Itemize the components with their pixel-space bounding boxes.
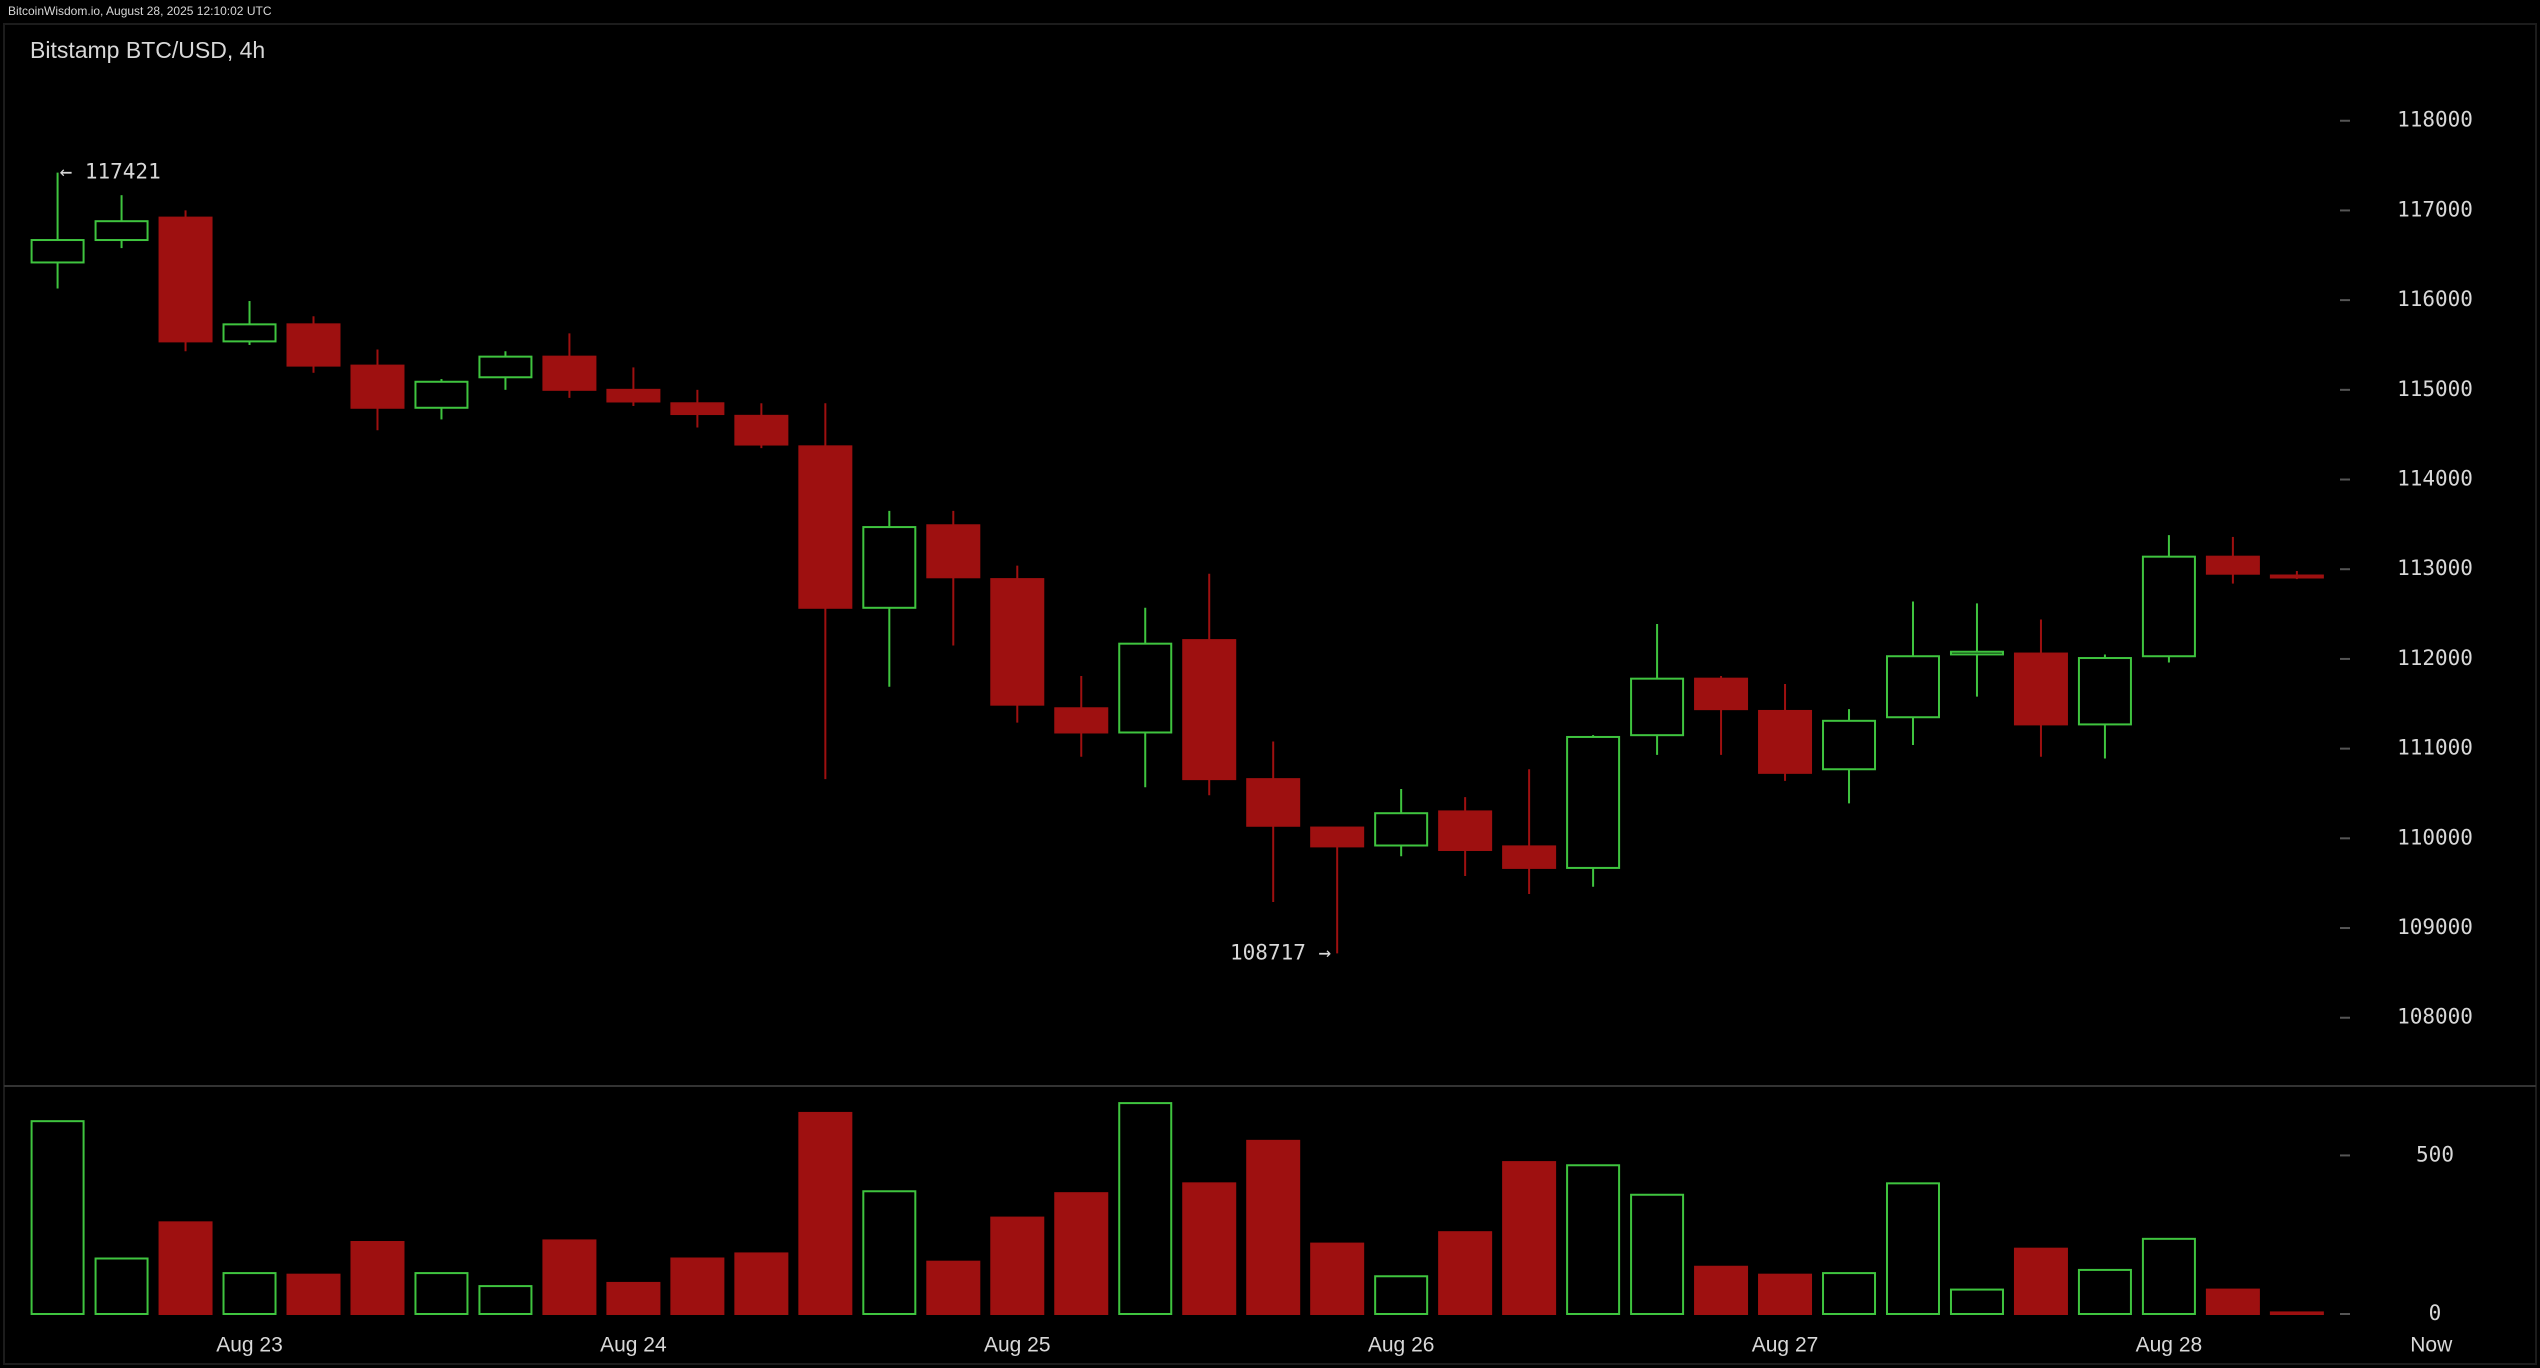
candle-body [1694, 677, 1749, 711]
volume-bar [1566, 1164, 1621, 1316]
candle-body [734, 414, 789, 446]
volume-bar [2077, 1268, 2132, 1315]
candle-body [798, 445, 853, 609]
candle-body [1630, 677, 1685, 737]
candle-body [2205, 555, 2260, 575]
volume-bar [926, 1260, 981, 1315]
volume-bar [1118, 1102, 1173, 1315]
volume-bar [1822, 1272, 1877, 1316]
volume-bar [286, 1273, 341, 1316]
volume-bar [990, 1216, 1045, 1316]
low-annotation: 108717 → [1230, 940, 1331, 964]
x-tick-label: Aug 26 [1368, 1334, 1435, 1357]
volume-bar [2269, 1311, 2324, 1316]
y-tick-label: 111000 [2397, 736, 2473, 760]
volume-bar [2141, 1237, 2196, 1316]
y-tick-label: 112000 [2397, 646, 2473, 670]
candle-body [990, 578, 1045, 706]
volume-bar [1758, 1273, 1813, 1316]
y-tick-label: 118000 [2397, 108, 2473, 132]
volume-bar [1502, 1161, 1557, 1316]
volume-bar [1054, 1192, 1109, 1316]
candle-body [94, 220, 149, 242]
volume-bar [158, 1221, 213, 1315]
x-tick-label: Aug 23 [216, 1334, 283, 1357]
high-annotation: ← 117421 [60, 160, 161, 184]
volume-bar [94, 1257, 149, 1315]
y-tick-label: 114000 [2397, 467, 2473, 491]
x-tick-label: Aug 27 [1752, 1334, 1819, 1357]
volume-bar [670, 1257, 725, 1315]
y-tick-label: 0 [2429, 1301, 2442, 1325]
y-tick-label: 500 [2416, 1142, 2454, 1166]
volume-bar [1310, 1242, 1365, 1315]
volume-bar [1374, 1275, 1429, 1316]
candle-body [606, 388, 661, 403]
y-tick-label: 109000 [2397, 915, 2473, 939]
candle-body [2013, 652, 2068, 726]
candle-body [286, 323, 341, 367]
volume-bar [1694, 1265, 1749, 1316]
x-tick-label: Aug 28 [2136, 1334, 2203, 1357]
volume-bar [734, 1252, 789, 1315]
candle-body [1502, 845, 1557, 869]
chart-title: Bitstamp BTC/USD, 4h [30, 37, 265, 63]
volume-bar [542, 1239, 597, 1315]
y-tick-label: 108000 [2397, 1005, 2473, 1029]
candle-body [414, 380, 469, 409]
candle-body [2077, 657, 2132, 726]
candle-body [1310, 826, 1365, 848]
candle-body [1566, 735, 1621, 869]
candle-body [158, 216, 213, 343]
candle-body [1054, 707, 1109, 734]
candle-body [350, 364, 405, 409]
candle-body [1246, 778, 1301, 827]
candle-body [670, 402, 725, 416]
volume-bar [2013, 1247, 2068, 1316]
volume-bar [1438, 1231, 1493, 1315]
candle-body [1438, 810, 1493, 851]
candle-body [1949, 650, 2004, 656]
y-tick-label: 110000 [2397, 825, 2473, 849]
x-tick-label: Aug 24 [600, 1334, 667, 1357]
source-label: BitcoinWisdom.io, August 28, 2025 12:10:… [8, 4, 272, 18]
y-tick-label: 117000 [2397, 197, 2473, 221]
volume-bar [798, 1111, 853, 1315]
y-tick-label: 116000 [2397, 287, 2473, 311]
candle-body [2269, 574, 2324, 579]
candle-body [862, 526, 917, 609]
volume-bar [1630, 1193, 1685, 1315]
volume-bar [478, 1285, 533, 1316]
candle-body [926, 524, 981, 579]
volume-bar [30, 1120, 85, 1315]
volume-bar [1246, 1139, 1301, 1315]
candle-body [542, 355, 597, 391]
candle-body [478, 355, 533, 379]
candle-body [1118, 642, 1173, 734]
volume-bar [2205, 1288, 2260, 1315]
volume-bar [414, 1272, 469, 1316]
candle-body [30, 239, 85, 264]
y-tick-label: 113000 [2397, 556, 2473, 580]
volume-bar [1182, 1182, 1237, 1316]
candle-body [222, 323, 277, 343]
candle-body [1758, 709, 1813, 774]
candle-body [1822, 719, 1877, 771]
x-tick-label: Now [2410, 1334, 2453, 1357]
x-tick-label: Aug 25 [984, 1334, 1051, 1357]
volume-bar [1949, 1288, 2004, 1315]
volume-bar [1885, 1182, 1940, 1316]
candle-body [1885, 655, 1940, 719]
volume-bar [350, 1241, 405, 1315]
y-tick-label: 115000 [2397, 377, 2473, 401]
volume-bar [606, 1281, 661, 1316]
candle-body [1182, 639, 1237, 781]
volume-bar [222, 1272, 277, 1316]
volume-bar [862, 1190, 917, 1316]
candle-body [1374, 812, 1429, 847]
candle-body [2141, 555, 2196, 658]
